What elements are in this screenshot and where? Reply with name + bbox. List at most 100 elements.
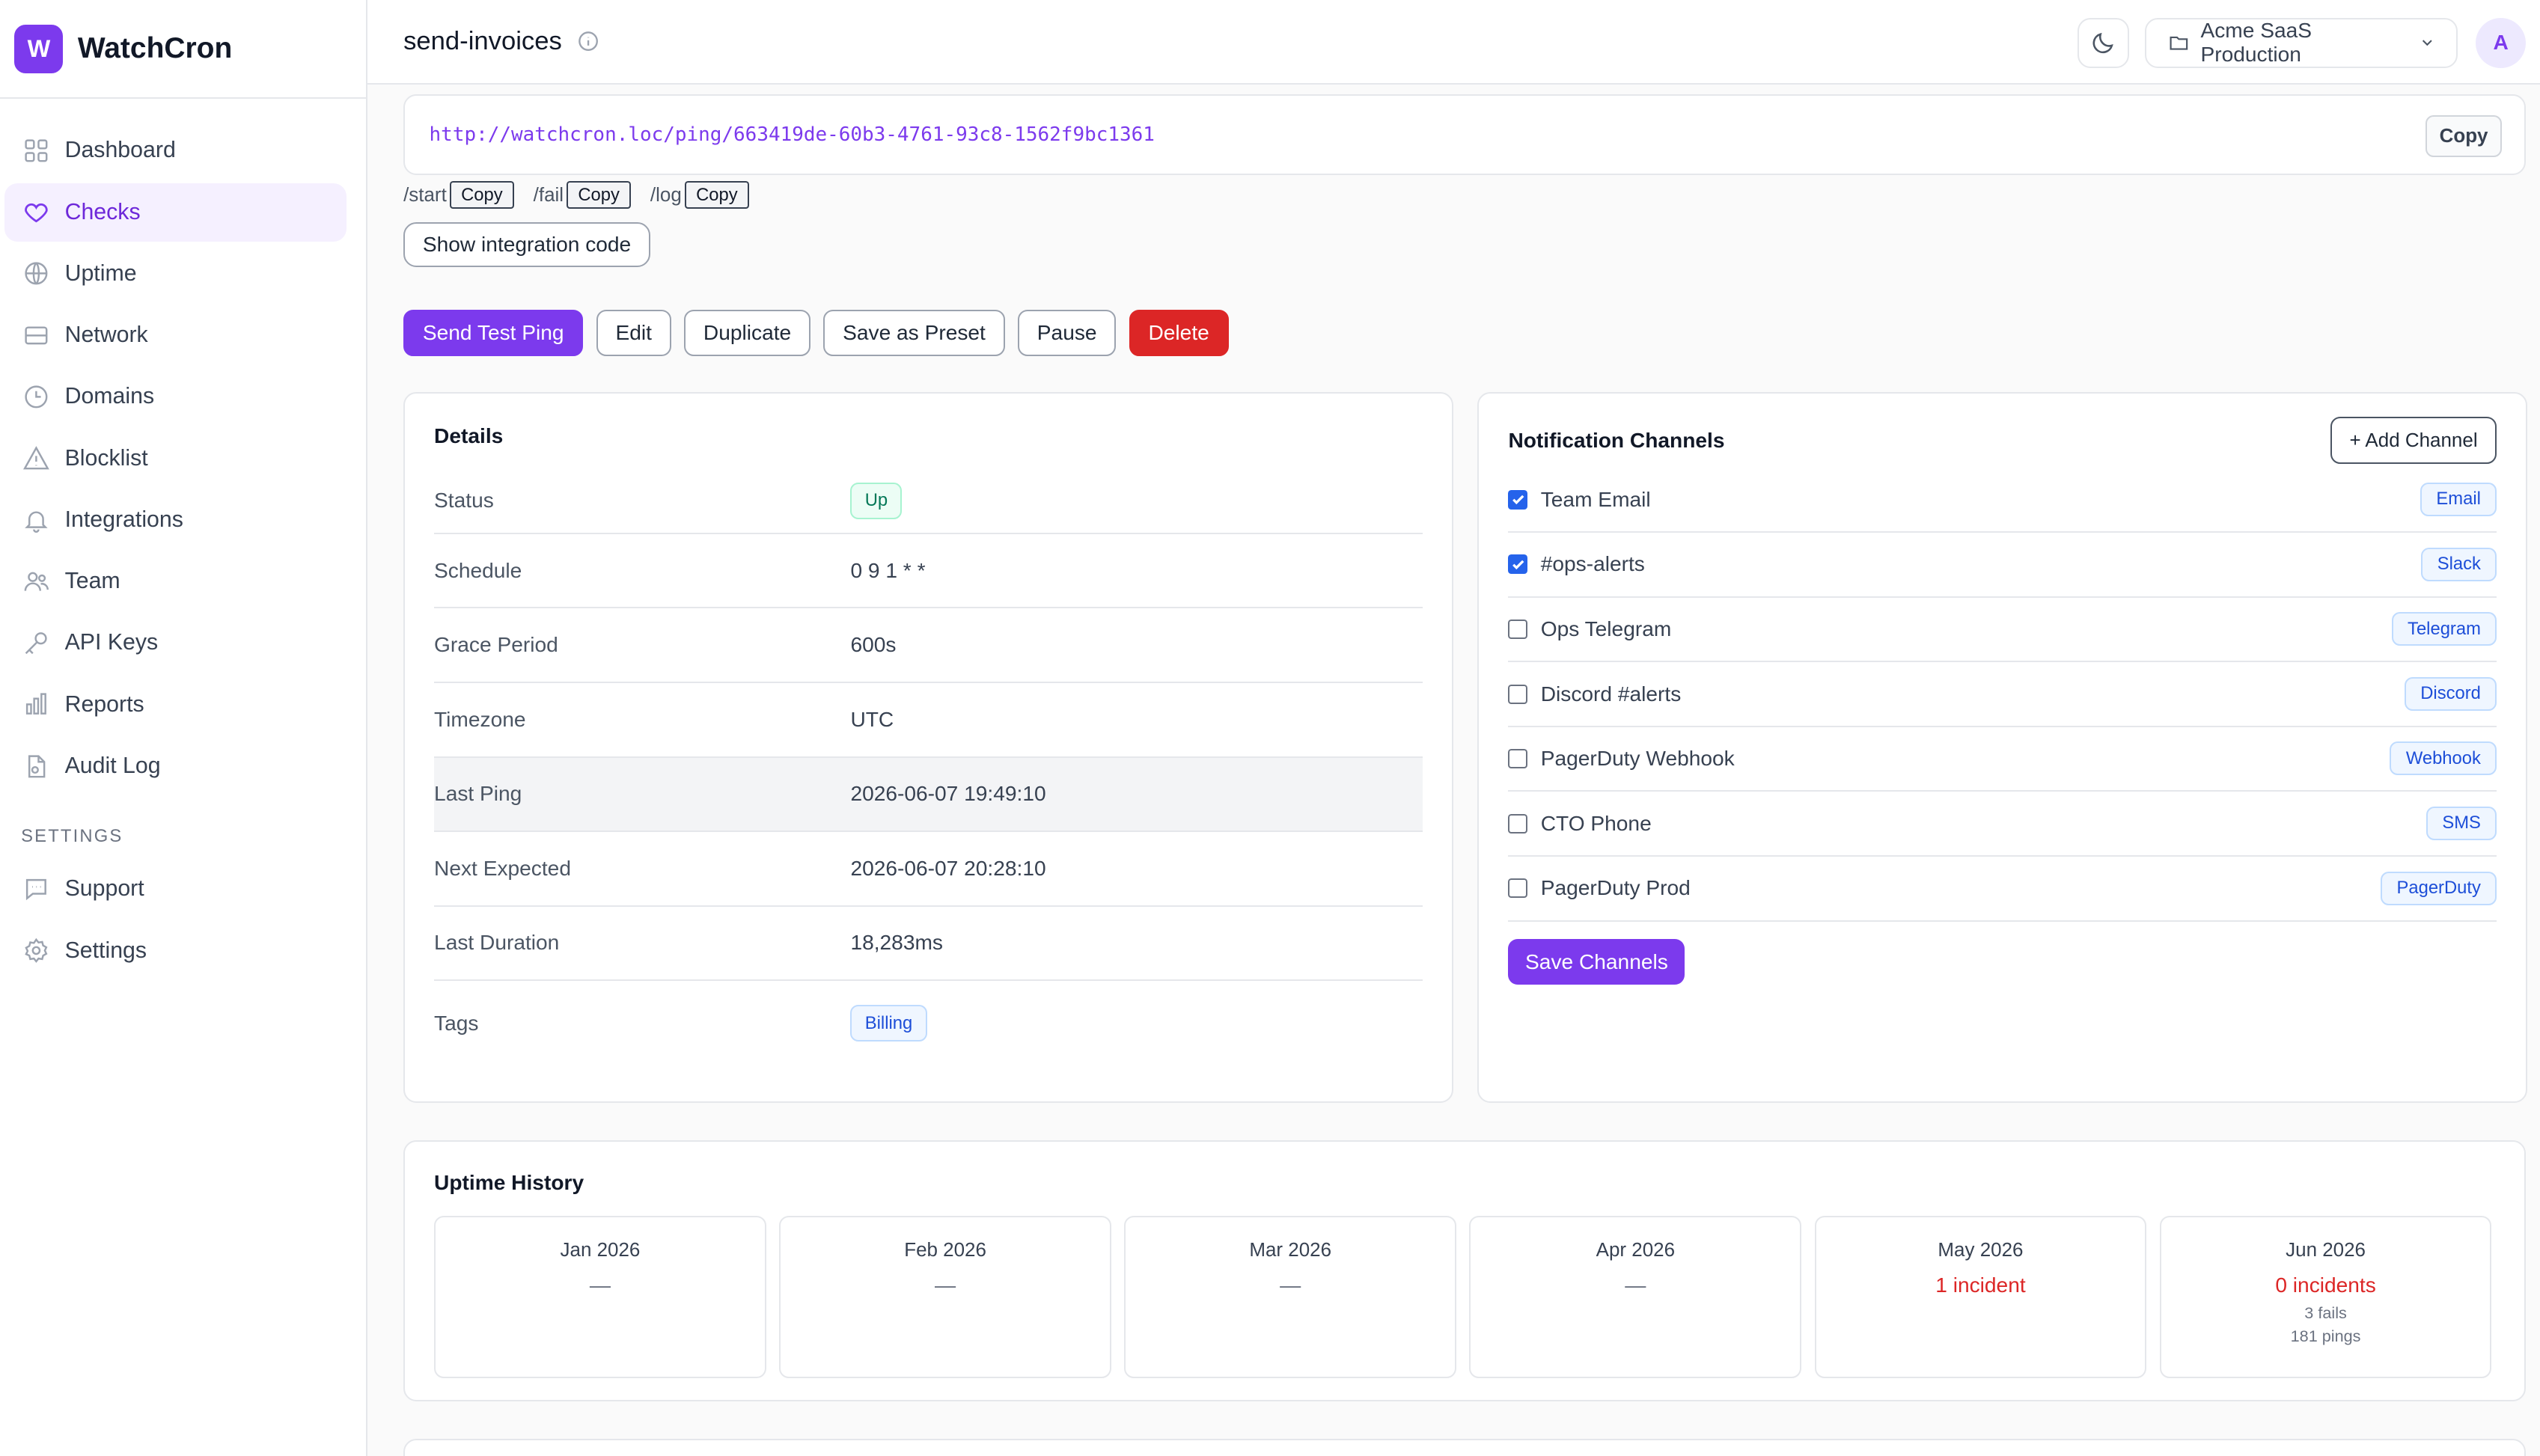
chat-icon xyxy=(26,878,47,901)
folder-icon xyxy=(2170,37,2188,50)
delete-button[interactable]: Delete xyxy=(1129,309,1229,357)
channel-row[interactable]: Team Email Email xyxy=(1508,468,2497,533)
channel-list: Team Email Email #ops-alerts Slack Ops Teleg… xyxy=(1508,468,2497,922)
sidebar-item-audit-log[interactable]: Audit Log xyxy=(4,737,346,795)
grid-icon xyxy=(25,139,48,162)
gear-icon xyxy=(25,937,48,964)
sidebar-item-blocklist[interactable]: Blocklist xyxy=(4,429,346,488)
sidebar-item-uptime[interactable]: Uptime xyxy=(4,245,346,303)
sidebar-nav: Dashboard Checks Uptime Network Domains … xyxy=(0,99,366,980)
month-fails: 3 fails xyxy=(2304,1303,2347,1323)
sidebar-item-checks[interactable]: Checks xyxy=(4,183,347,242)
sidebar: W WatchCron Dashboard Checks Uptime Netw… xyxy=(0,0,368,1456)
sidebar-item-network[interactable]: Network xyxy=(4,306,346,364)
detail-label: Timezone xyxy=(434,707,526,731)
sidebar-item-label: Integrations xyxy=(64,507,183,532)
avatar[interactable]: A xyxy=(2476,17,2527,68)
ping-url-box: http://watchcron.loc/ping/663419de-60b3-… xyxy=(403,94,2527,175)
month-name: May 2026 xyxy=(1938,1238,2024,1261)
channel-row[interactable]: Discord #alerts Discord xyxy=(1508,662,2497,727)
detail-label: Last Duration xyxy=(434,931,560,955)
copy-start-button[interactable]: Copy xyxy=(450,181,514,209)
month-value: — xyxy=(935,1273,956,1297)
channel-checkbox[interactable] xyxy=(1508,489,1528,510)
ping-endpoints: /start Copy /fail Copy /log Copy xyxy=(403,181,769,209)
channel-row[interactable]: #ops-alerts Slack xyxy=(1508,533,2497,598)
sidebar-item-label: Uptime xyxy=(64,260,137,286)
channel-type-badge: PagerDuty xyxy=(2381,871,2497,905)
channels-title: Notification Channels xyxy=(1508,428,1725,452)
channel-name: Team Email xyxy=(1540,487,1651,511)
save-as-preset-button[interactable]: Save as Preset xyxy=(823,309,1005,357)
detail-row-timezone: Timezone UTC xyxy=(434,683,1423,758)
edit-button[interactable]: Edit xyxy=(596,309,671,357)
channel-name: Ops Telegram xyxy=(1540,617,1672,640)
uptime-history-card: Uptime History Jan 2026 — Feb 2026 — Mar… xyxy=(403,1140,2527,1401)
uptime-months: Jan 2026 — Feb 2026 — Mar 2026 — Apr 202… xyxy=(434,1216,2495,1378)
sidebar-item-label: Network xyxy=(64,322,148,348)
detail-value: 0 9 1 * * xyxy=(850,558,926,582)
brand[interactable]: W WatchCron xyxy=(0,0,367,100)
save-channels-button[interactable]: Save Channels xyxy=(1508,939,1685,985)
server-icon xyxy=(25,326,48,345)
sidebar-item-label: Reports xyxy=(64,691,144,717)
channel-checkbox[interactable] xyxy=(1508,684,1528,704)
month-card: Jan 2026 — xyxy=(434,1216,766,1378)
clock-icon xyxy=(25,385,48,409)
detail-label: Last Ping xyxy=(434,782,522,806)
sidebar-item-label: Support xyxy=(64,876,144,902)
send-test-ping-button[interactable]: Send Test Ping xyxy=(403,309,584,357)
sidebar-item-team[interactable]: Team xyxy=(4,552,346,611)
channel-name: Discord #alerts xyxy=(1540,682,1682,706)
month-name: Feb 2026 xyxy=(904,1238,986,1261)
channel-checkbox[interactable] xyxy=(1508,554,1528,575)
sidebar-item-reports[interactable]: Reports xyxy=(4,676,346,734)
channel-checkbox[interactable] xyxy=(1508,878,1528,899)
channel-checkbox[interactable] xyxy=(1508,619,1528,639)
info-icon[interactable] xyxy=(578,31,599,52)
sidebar-item-domains[interactable]: Domains xyxy=(4,367,346,426)
month-value: 0 incidents xyxy=(2275,1273,2376,1297)
pause-button[interactable]: Pause xyxy=(1017,309,1117,357)
channel-row[interactable]: CTO Phone SMS xyxy=(1508,792,2497,857)
channel-type-badge: Email xyxy=(2420,482,2497,516)
copy-log-button[interactable]: Copy xyxy=(685,181,749,209)
channel-name: #ops-alerts xyxy=(1540,552,1645,576)
month-card: Jun 2026 0 incidents 3 fails 181 pings xyxy=(2159,1216,2492,1378)
detail-value: 2026-06-07 20:28:10 xyxy=(850,856,1046,880)
main: send-invoices Acme SaaS Production A htt… xyxy=(367,0,2540,1456)
duplicate-button[interactable]: Duplicate xyxy=(684,309,810,357)
users-icon xyxy=(24,572,49,591)
sidebar-item-integrations[interactable]: Integrations xyxy=(4,491,346,549)
month-pings: 181 pings xyxy=(2290,1326,2361,1345)
file-icon xyxy=(28,754,46,778)
key-icon xyxy=(25,632,47,655)
detail-row-tags: Tags Billing xyxy=(434,981,1423,1065)
sidebar-item-support[interactable]: Support xyxy=(4,860,346,918)
channel-type-badge: Telegram xyxy=(2391,612,2497,646)
sidebar-item-settings[interactable]: Settings xyxy=(4,922,346,980)
app-name: WatchCron xyxy=(77,32,233,65)
tag-badge[interactable]: Billing xyxy=(850,1004,927,1042)
copy-fail-button[interactable]: Copy xyxy=(567,181,631,209)
channel-checkbox[interactable] xyxy=(1508,813,1528,833)
sidebar-item-label: Team xyxy=(64,569,120,594)
channel-checkbox[interactable] xyxy=(1508,749,1528,769)
bar-chart-icon xyxy=(26,693,47,715)
channel-row[interactable]: PagerDuty Prod PagerDuty xyxy=(1508,857,2497,922)
month-name: Jan 2026 xyxy=(560,1238,641,1261)
details-title: Details xyxy=(434,424,504,448)
details-card: Details Status Up Schedule 0 9 1 * * Gra… xyxy=(403,391,1453,1104)
app-logo: W xyxy=(14,24,64,73)
theme-toggle-button[interactable] xyxy=(2077,17,2129,68)
month-name: Apr 2026 xyxy=(1596,1238,1676,1261)
ping-url[interactable]: http://watchcron.loc/ping/663419de-60b3-… xyxy=(429,123,1155,146)
sidebar-item-dashboard[interactable]: Dashboard xyxy=(4,121,346,180)
add-channel-button[interactable]: + Add Channel xyxy=(2330,417,2497,465)
channel-row[interactable]: Ops Telegram Telegram xyxy=(1508,598,2497,663)
sidebar-item-api-keys[interactable]: API Keys xyxy=(4,614,346,672)
channel-row[interactable]: PagerDuty Webhook Webhook xyxy=(1508,727,2497,792)
copy-url-button[interactable]: Copy xyxy=(2425,114,2502,157)
show-integration-code-button[interactable]: Show integration code xyxy=(403,221,651,268)
project-selector[interactable]: Acme SaaS Production xyxy=(2145,17,2458,68)
